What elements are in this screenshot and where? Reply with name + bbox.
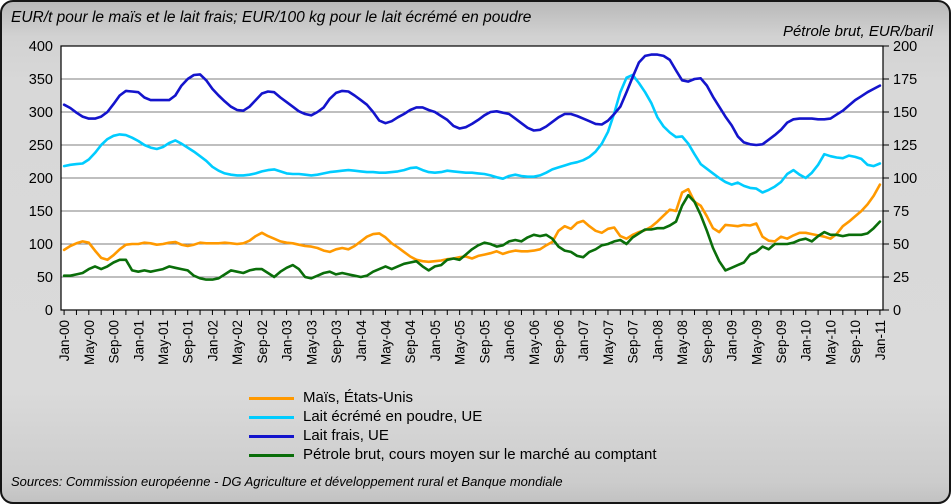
y-axis-right-label: 50 [893, 237, 909, 253]
x-axis-label: Sep-04 [403, 320, 418, 364]
x-axis-label: Jan-03 [280, 320, 295, 361]
y-axis-left-label: 400 [29, 39, 53, 55]
x-axis-label: Jan-11 [873, 320, 888, 360]
legend-item-0: Maïs, États-Unis [249, 390, 657, 406]
sources-note: Sources: Commission européenne - DG Agri… [11, 474, 563, 489]
legend-item-3: Pétrole brut, cours moyen sur le marché … [249, 447, 657, 463]
x-axis-label: Jan-05 [428, 320, 443, 361]
legend-line-chip [249, 396, 294, 400]
x-axis-label: May-06 [527, 320, 542, 365]
series-line-2 [62, 53, 882, 147]
x-axis-label: Jan-06 [502, 320, 517, 361]
x-axis-label: Sep-02 [255, 320, 270, 364]
x-axis-label: May-04 [378, 320, 393, 366]
y-axis-left-label: 150 [29, 204, 53, 220]
series-line-0 [62, 183, 882, 264]
y-axis-left-label: 100 [29, 237, 53, 253]
x-axis-label: Jan-07 [576, 320, 591, 361]
x-axis-label: Jan-09 [725, 320, 740, 361]
x-axis-label: May-10 [823, 320, 838, 365]
legend-label: Lait écrémé en poudre, UE [303, 408, 483, 425]
legend-line-chip [249, 453, 294, 457]
y-axis-right-label: 100 [893, 171, 917, 187]
legend-line-chip [249, 434, 294, 438]
x-axis-label: Jan-02 [205, 320, 220, 361]
legend-label: Lait frais, UE [303, 427, 389, 444]
legend-item-1: Lait écrémé en poudre, UE [249, 409, 657, 425]
x-axis-label: Jan-08 [650, 320, 665, 361]
x-axis-label: Jan-10 [799, 320, 814, 361]
x-axis-label: Sep-07 [626, 320, 641, 364]
legend-label: Maïs, États-Unis [303, 389, 414, 406]
chart-title-right: Pétrole brut, EUR/baril [782, 23, 933, 40]
x-axis-label: May-03 [304, 320, 319, 365]
y-axis-right-label: 25 [893, 270, 909, 286]
x-axis-label: Jan-00 [57, 320, 72, 361]
x-axis-label: Sep-05 [477, 320, 492, 364]
x-axis-label: Sep-08 [700, 320, 715, 364]
x-axis-label: May-08 [675, 320, 690, 365]
x-axis-label: May-05 [453, 320, 468, 365]
x-axis-label: Sep-09 [774, 320, 789, 364]
x-axis-label: Sep-00 [107, 320, 122, 364]
x-axis-label: May-09 [749, 320, 764, 365]
y-axis-right-label: 0 [893, 303, 901, 319]
y-axis-left-label: 0 [45, 303, 53, 319]
x-axis-label: May-02 [230, 320, 245, 365]
x-axis-label: Jan-04 [354, 320, 369, 362]
y-axis-left-label: 350 [29, 72, 53, 88]
x-axis-label: Jan-01 [131, 320, 146, 361]
series-line-1 [62, 73, 882, 194]
x-axis-label: May-07 [601, 320, 616, 365]
y-axis-left-label: 300 [29, 105, 53, 121]
y-axis-left-label: 200 [29, 171, 53, 187]
y-axis-left-label: 50 [37, 270, 53, 286]
chart-legend: Maïs, États-Unis Lait écrémé en poudre, U… [249, 390, 657, 463]
x-axis-label: Sep-03 [329, 320, 344, 364]
chart-title-left: EUR/t pour le maïs et le lait frais; EUR… [11, 9, 532, 26]
y-axis-right-label: 125 [893, 138, 917, 154]
x-axis-label: Sep-06 [552, 320, 567, 364]
y-axis-right-label: 150 [893, 105, 917, 121]
legend-item-2: Lait frais, UE [249, 428, 657, 444]
y-axis-left-label: 250 [29, 138, 53, 154]
x-axis-label: Sep-01 [181, 320, 196, 364]
x-axis-label: May-00 [82, 320, 97, 365]
legend-label: Pétrole brut, cours moyen sur le marché … [303, 446, 657, 463]
y-axis-right-label: 200 [893, 39, 917, 55]
legend-line-chip [249, 415, 294, 419]
series-line-3 [62, 193, 882, 281]
y-axis-right-label: 175 [893, 72, 917, 88]
y-axis-right-label: 75 [893, 204, 909, 220]
x-axis-label: May-01 [156, 320, 171, 365]
x-axis-label: Sep-10 [848, 320, 863, 364]
